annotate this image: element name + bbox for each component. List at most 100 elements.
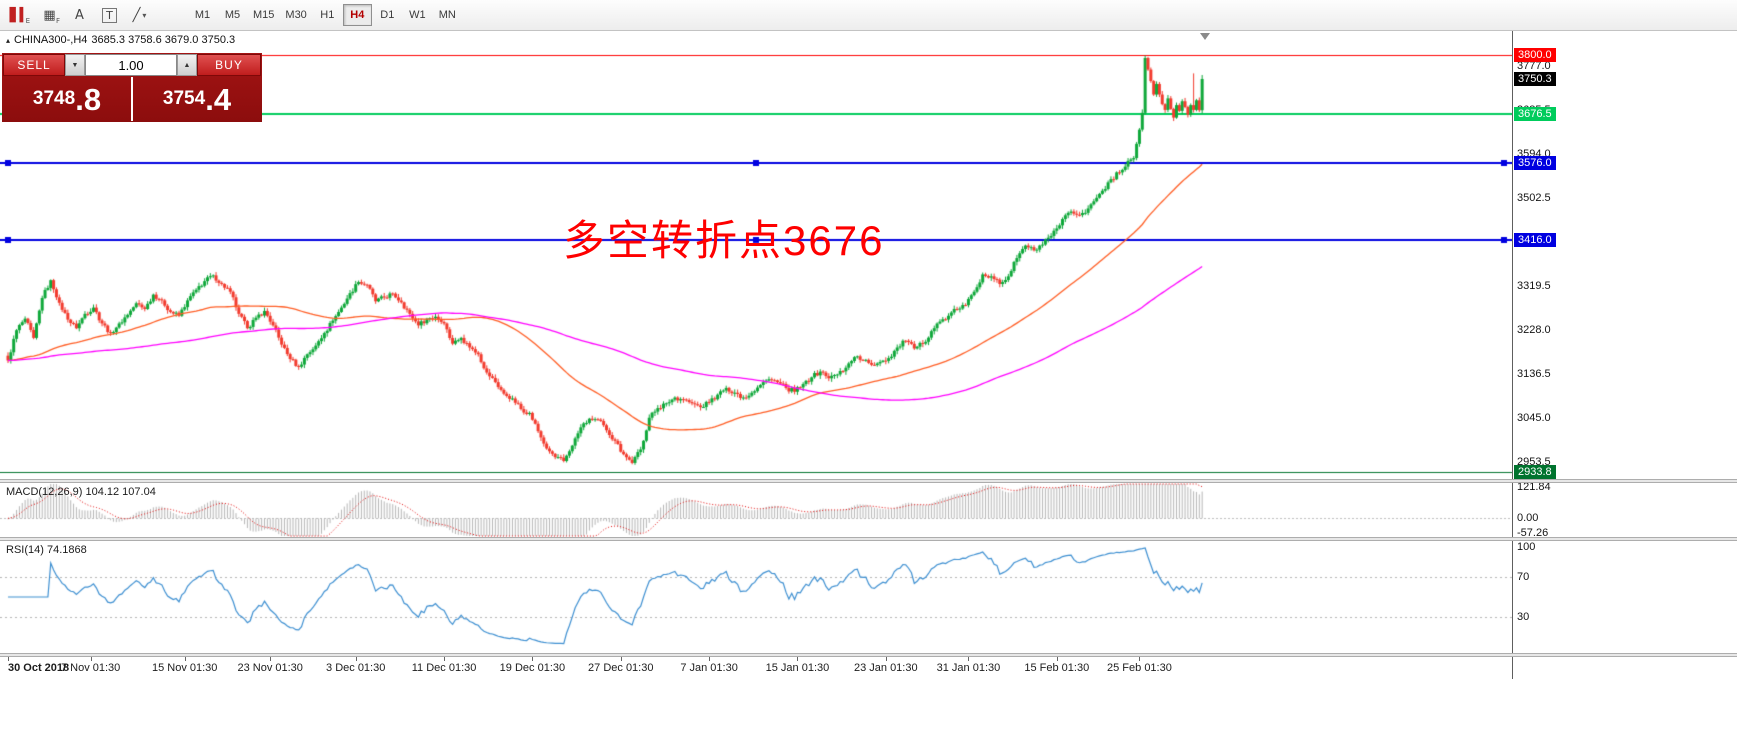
timeframe-button-h4[interactable]: H4 (342, 4, 372, 26)
price-grid-label: 3777.0 (1517, 60, 1551, 73)
time-label: 30 Oct 2018 (8, 662, 70, 674)
macd-canvas[interactable] (0, 483, 1512, 537)
time-axis-corner (1512, 657, 1737, 679)
time-tick (8, 657, 9, 661)
rsi-axis[interactable]: 100 70 30 (1512, 541, 1737, 653)
timeframe-button-m5[interactable]: M5 (218, 4, 247, 26)
time-tick (91, 657, 92, 661)
time-axis-row: 30 Oct 2018 7 Nov 01:30 15 Nov 01:30 23 Nov… (0, 657, 1737, 679)
time-label: 11 Dec 01:30 (411, 662, 477, 674)
time-tick (1139, 657, 1140, 661)
candlestick-chart-icon[interactable]: ▋▍ E (6, 3, 33, 27)
main-chart-row: ▴ CHINA300-,H4 3685.3 3758.6 3679.0 3750… (0, 31, 1737, 479)
time-label: 31 Jan 01:30 (936, 662, 1001, 674)
time-label: 15 Feb 01:30 (1024, 662, 1090, 674)
one-click-toggle-icon[interactable]: ▴ (6, 35, 11, 45)
sell-price-pips: .8 (75, 81, 102, 117)
volume-increase-button[interactable]: ▲ (177, 54, 197, 76)
time-label: 3 Dec 01:30 (326, 662, 386, 674)
drawing-tools-icon[interactable]: ╱ ▾ (126, 3, 153, 27)
volume-decrease-button[interactable]: ▼ (65, 54, 85, 76)
time-tick (1057, 657, 1058, 661)
time-tick (444, 657, 445, 661)
timeframe-buttons: M1 M5 M15 M30 H1 H4 D1 W1 MN (188, 4, 463, 26)
text-box-icon[interactable]: T (96, 3, 123, 27)
buy-price[interactable]: 3754 .4 (133, 77, 261, 121)
rsi-axis-label: 100 (1517, 541, 1536, 553)
text-annotation[interactable]: 多空转折点3676 (563, 217, 885, 264)
timeframe-button-h1[interactable]: H1 (313, 4, 342, 26)
time-label: 25 Feb 01:30 (1107, 662, 1172, 674)
time-tick (968, 657, 969, 661)
time-label: 23 Jan 01:30 (853, 662, 918, 674)
price-divider (131, 77, 133, 121)
buy-price-main: 3754 (162, 88, 206, 109)
time-tick (185, 657, 186, 661)
price-line-label: 3800.0 (1514, 48, 1556, 63)
price-line-label: 3676.5 (1514, 107, 1556, 122)
timeframe-button-m30[interactable]: M30 (280, 4, 311, 26)
macd-row: MACD(12,26,9) 104.12 107.04 121.84 0.00 -5… (0, 483, 1737, 537)
main-chart-pane[interactable]: ▴ CHINA300-,H4 3685.3 3758.6 3679.0 3750… (0, 31, 1512, 479)
timeframe-button-d1[interactable]: D1 (373, 4, 402, 26)
time-label: 27 Dec 01:30 (588, 662, 654, 674)
price-grid-label: 3136.5 (1517, 368, 1551, 381)
time-label: 19 Dec 01:30 (499, 662, 566, 674)
toolbar: ▋▍ E ▦ F A T ╱ ▾ M1 M5 M15 M30 H1 H4 D1 W1 MN (0, 0, 1737, 31)
timeframe-button-mn[interactable]: MN (433, 4, 462, 26)
macd-pane[interactable]: MACD(12,26,9) 104.12 107.04 (0, 483, 1512, 537)
sell-button[interactable]: SELL (3, 54, 65, 76)
symbol-ohlc: 3685.3 3758.6 3679.0 3750.3 (91, 34, 236, 46)
window-background (0, 679, 1737, 754)
indicator-list-icon[interactable]: ▦ F (36, 3, 63, 27)
time-label: 23 Nov 01:30 (237, 662, 303, 674)
price-line-label: 3750.3 (1514, 71, 1556, 86)
time-tick (532, 657, 533, 661)
timeframe-button-m1[interactable]: M1 (188, 4, 217, 26)
sell-price[interactable]: 3748 .8 (3, 77, 131, 121)
rsi-label: RSI(14) 74.1868 (6, 544, 87, 556)
symbol-label: ▴ CHINA300-,H4 3685.3 3758.6 3679.0 3750… (6, 34, 235, 46)
pane-splitter-2[interactable] (0, 537, 1737, 541)
buy-button[interactable]: BUY (197, 54, 261, 76)
macd-label: MACD(12,26,9) 104.12 107.04 (6, 486, 156, 498)
time-axis[interactable]: 30 Oct 2018 7 Nov 01:30 15 Nov 01:30 23 Nov… (0, 657, 1512, 679)
price-line-label: 3576.0 (1514, 155, 1556, 170)
time-tick (621, 657, 622, 661)
rsi-pane[interactable]: RSI(14) 74.1868 (0, 541, 1512, 653)
timeframe-button-w1[interactable]: W1 (403, 4, 432, 26)
rsi-axis-label: 70 (1517, 571, 1530, 583)
pane-splitter-1[interactable] (0, 479, 1737, 483)
time-label: 7 Nov 01:30 (60, 662, 121, 674)
price-grid-label: 3319.5 (1517, 280, 1551, 293)
time-tick (797, 657, 798, 661)
pane-splitter-3[interactable] (0, 653, 1737, 657)
price-axis[interactable]: 3777.03685.53594.03502.53319.53228.03136… (1512, 31, 1737, 479)
time-tick (886, 657, 887, 661)
one-click-trading-panel: SELL ▼ ▲ BUY 3748 .8 3754 .4 (2, 53, 262, 122)
time-label: 7 Jan 01:30 (680, 662, 738, 674)
timeframe-button-m15[interactable]: M15 (248, 4, 279, 26)
toolbar-icons: ▋▍ E ▦ F A T ╱ ▾ (6, 3, 156, 27)
macd-axis-label: 121.84 (1517, 483, 1551, 493)
text-label-icon[interactable]: A (66, 3, 93, 27)
rsi-canvas[interactable] (0, 541, 1512, 653)
volume-input[interactable] (85, 54, 177, 76)
macd-axis[interactable]: 121.84 0.00 -57.26 (1512, 483, 1737, 537)
time-tick (270, 657, 271, 661)
time-label: 15 Jan 01:30 (765, 662, 830, 674)
rsi-axis-label: 30 (1517, 611, 1530, 623)
buy-price-pips: .4 (205, 81, 232, 117)
time-tick (356, 657, 357, 661)
time-label: 15 Nov 01:30 (151, 662, 218, 674)
sell-price-main: 3748 (32, 88, 76, 109)
price-grid-label: 3228.0 (1517, 324, 1551, 337)
price-grid-label: 3045.0 (1517, 412, 1551, 425)
macd-axis-label: -57.26 (1517, 527, 1549, 537)
price-grid-label: 3502.5 (1517, 192, 1551, 205)
price-line-label: 2933.8 (1514, 464, 1556, 479)
chart-shift-marker[interactable] (1200, 33, 1210, 40)
price-line-label: 3416.0 (1514, 232, 1556, 247)
macd-axis-label: 0.00 (1517, 512, 1539, 525)
rsi-row: RSI(14) 74.1868 100 70 30 (0, 541, 1737, 653)
